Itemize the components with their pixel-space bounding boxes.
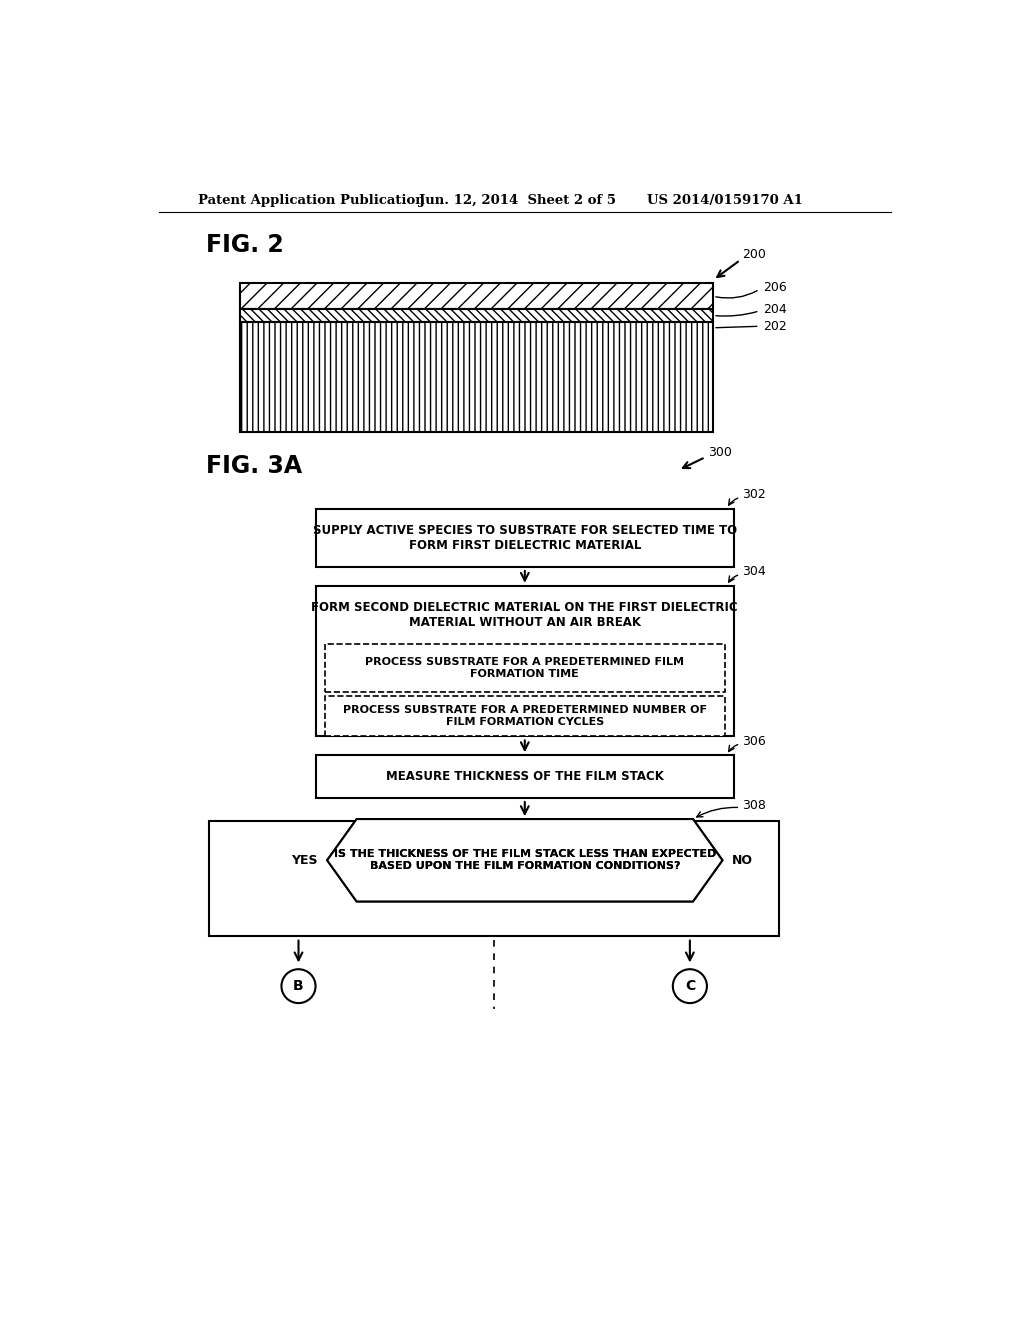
Text: B: B	[293, 979, 304, 993]
Text: 200: 200	[742, 248, 766, 261]
Text: 308: 308	[742, 799, 766, 812]
Bar	[325, 644, 725, 692]
Bar	[241, 322, 713, 432]
Bar	[315, 508, 734, 566]
Text: FORM SECOND DIELECTRIC MATERIAL ON THE FIRST DIELECTRIC
MATERIAL WITHOUT AN AIR : FORM SECOND DIELECTRIC MATERIAL ON THE F…	[311, 601, 738, 630]
Text: US 2014/0159170 A1: US 2014/0159170 A1	[647, 194, 803, 207]
Text: 302: 302	[742, 488, 766, 502]
Polygon shape	[328, 818, 722, 902]
Circle shape	[282, 969, 315, 1003]
Text: YES: YES	[292, 854, 317, 867]
Text: MEASURE THICKNESS OF THE FILM STACK: MEASURE THICKNESS OF THE FILM STACK	[386, 770, 664, 783]
Text: 206: 206	[764, 281, 787, 294]
Text: 300: 300	[708, 446, 731, 459]
Bar	[325, 696, 725, 737]
Bar	[209, 821, 779, 936]
Bar	[315, 586, 734, 737]
Text: 202: 202	[764, 319, 787, 333]
Polygon shape	[328, 818, 722, 902]
Text: C: C	[685, 979, 695, 993]
Bar	[241, 284, 713, 309]
Bar	[315, 755, 734, 797]
Text: 306: 306	[742, 735, 766, 748]
Text: NO: NO	[732, 854, 753, 867]
Text: FIG. 3A: FIG. 3A	[206, 454, 302, 478]
Text: IS THE THICKNESS OF THE FILM STACK LESS THAN EXPECTED
BASED UPON THE FILM FORMAT: IS THE THICKNESS OF THE FILM STACK LESS …	[334, 850, 716, 871]
Text: IS THE THICKNESS OF THE FILM STACK LESS THAN EXPECTED
BASED UPON THE FILM FORMAT: IS THE THICKNESS OF THE FILM STACK LESS …	[334, 850, 716, 871]
Text: Patent Application Publication: Patent Application Publication	[198, 194, 425, 207]
Bar	[241, 309, 713, 322]
Text: 304: 304	[742, 565, 766, 578]
Text: PROCESS SUBSTRATE FOR A PREDETERMINED NUMBER OF
FILM FORMATION CYCLES: PROCESS SUBSTRATE FOR A PREDETERMINED NU…	[343, 705, 707, 727]
Text: PROCESS SUBSTRATE FOR A PREDETERMINED FILM
FORMATION TIME: PROCESS SUBSTRATE FOR A PREDETERMINED FI…	[366, 657, 684, 678]
Text: FIG. 2: FIG. 2	[206, 232, 284, 256]
Text: 204: 204	[764, 302, 787, 315]
Circle shape	[673, 969, 707, 1003]
Text: Jun. 12, 2014  Sheet 2 of 5: Jun. 12, 2014 Sheet 2 of 5	[419, 194, 615, 207]
Text: SUPPLY ACTIVE SPECIES TO SUBSTRATE FOR SELECTED TIME TO
FORM FIRST DIELECTRIC MA: SUPPLY ACTIVE SPECIES TO SUBSTRATE FOR S…	[312, 524, 737, 552]
